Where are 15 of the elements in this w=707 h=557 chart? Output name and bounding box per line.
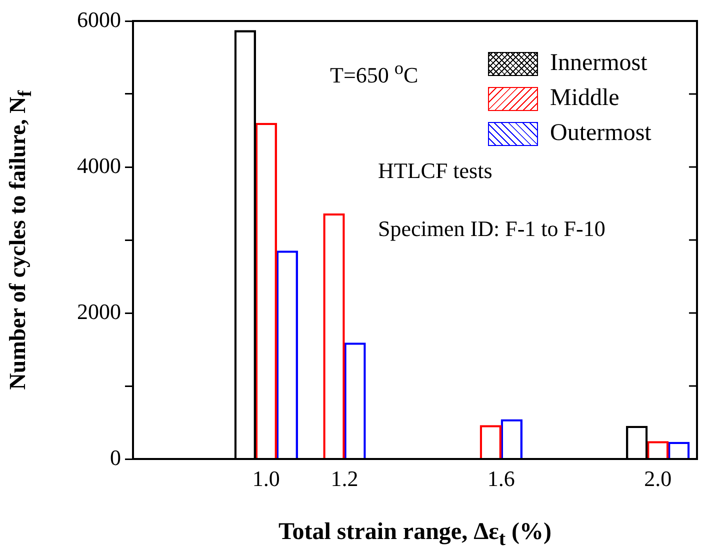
annotation: HTLCF tests (378, 158, 492, 184)
y-tick-label: 0 (110, 444, 121, 470)
x-tick-label: 1.6 (487, 466, 515, 491)
y-tick-label: 6000 (77, 6, 121, 32)
x-tick-label: 1.2 (330, 466, 358, 491)
x-tick-label: 1.0 (252, 466, 280, 491)
legend-label: Innermost (550, 50, 648, 77)
y-tick-label: 2000 (77, 298, 121, 324)
annotation: T=650 $^{o}$C (330, 58, 418, 88)
x-axis-title: Total strain range, Δε$_{t}$ (%) (278, 519, 552, 551)
legend-label: Outermost (550, 120, 652, 147)
legend-label: Middle (550, 85, 620, 112)
x-tick-label: 2.0 (644, 466, 672, 491)
annotation: Specimen ID: F-1 to F-10 (378, 216, 606, 242)
y-tick-label: 4000 (77, 152, 121, 178)
